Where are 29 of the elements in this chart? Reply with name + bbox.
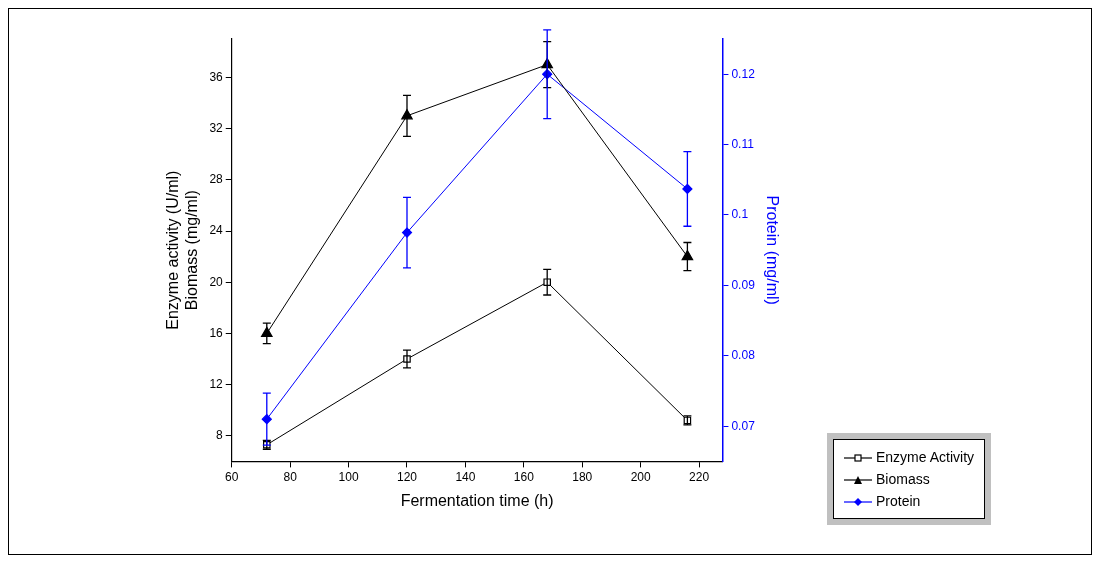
x-tick-label: 100 (338, 469, 359, 484)
y-tick-label: 20 (209, 274, 224, 289)
x-tick-label: 60 (225, 469, 239, 484)
y2-tick-label: 0.11 (731, 136, 755, 151)
x-tick-label: 120 (396, 469, 418, 484)
x-tick-label: 180 (572, 469, 593, 484)
y-tick-label: 12 (209, 376, 224, 391)
y-tick-label: 16 (209, 325, 224, 340)
legend-label: Biomass (876, 471, 930, 487)
y-tick-label: 8 (216, 428, 224, 443)
y2-tick-label: 0.12 (731, 66, 756, 81)
x-tick-label: 160 (513, 469, 535, 484)
x-tick-label: 220 (689, 469, 710, 484)
y2-tick-label: 0.07 (731, 418, 756, 433)
y-tick-label: 36 (209, 69, 224, 84)
y-axis-title: Enzyme activity (U/ml) Biomass (mg/ml) (164, 170, 201, 330)
y2-tick-label: 0.1 (731, 207, 749, 222)
x-tick-label: 80 (283, 469, 298, 484)
y2-tick-label: 0.09 (731, 277, 756, 292)
y-tick-label: 24 (209, 223, 224, 238)
y-tick-label: 32 (209, 120, 224, 135)
x-tick-label: 200 (630, 469, 651, 484)
y2-axis-title: Protein (mg/ml) (763, 195, 781, 305)
x-axis-title: Fermentation time (h) (400, 491, 554, 509)
y2-tick-label: 0.08 (731, 348, 756, 363)
y-tick-label: 28 (209, 172, 224, 187)
x-tick-label: 140 (455, 469, 476, 484)
legend-label: Enzyme Activity (876, 449, 975, 465)
legend-label: Protein (876, 493, 921, 509)
